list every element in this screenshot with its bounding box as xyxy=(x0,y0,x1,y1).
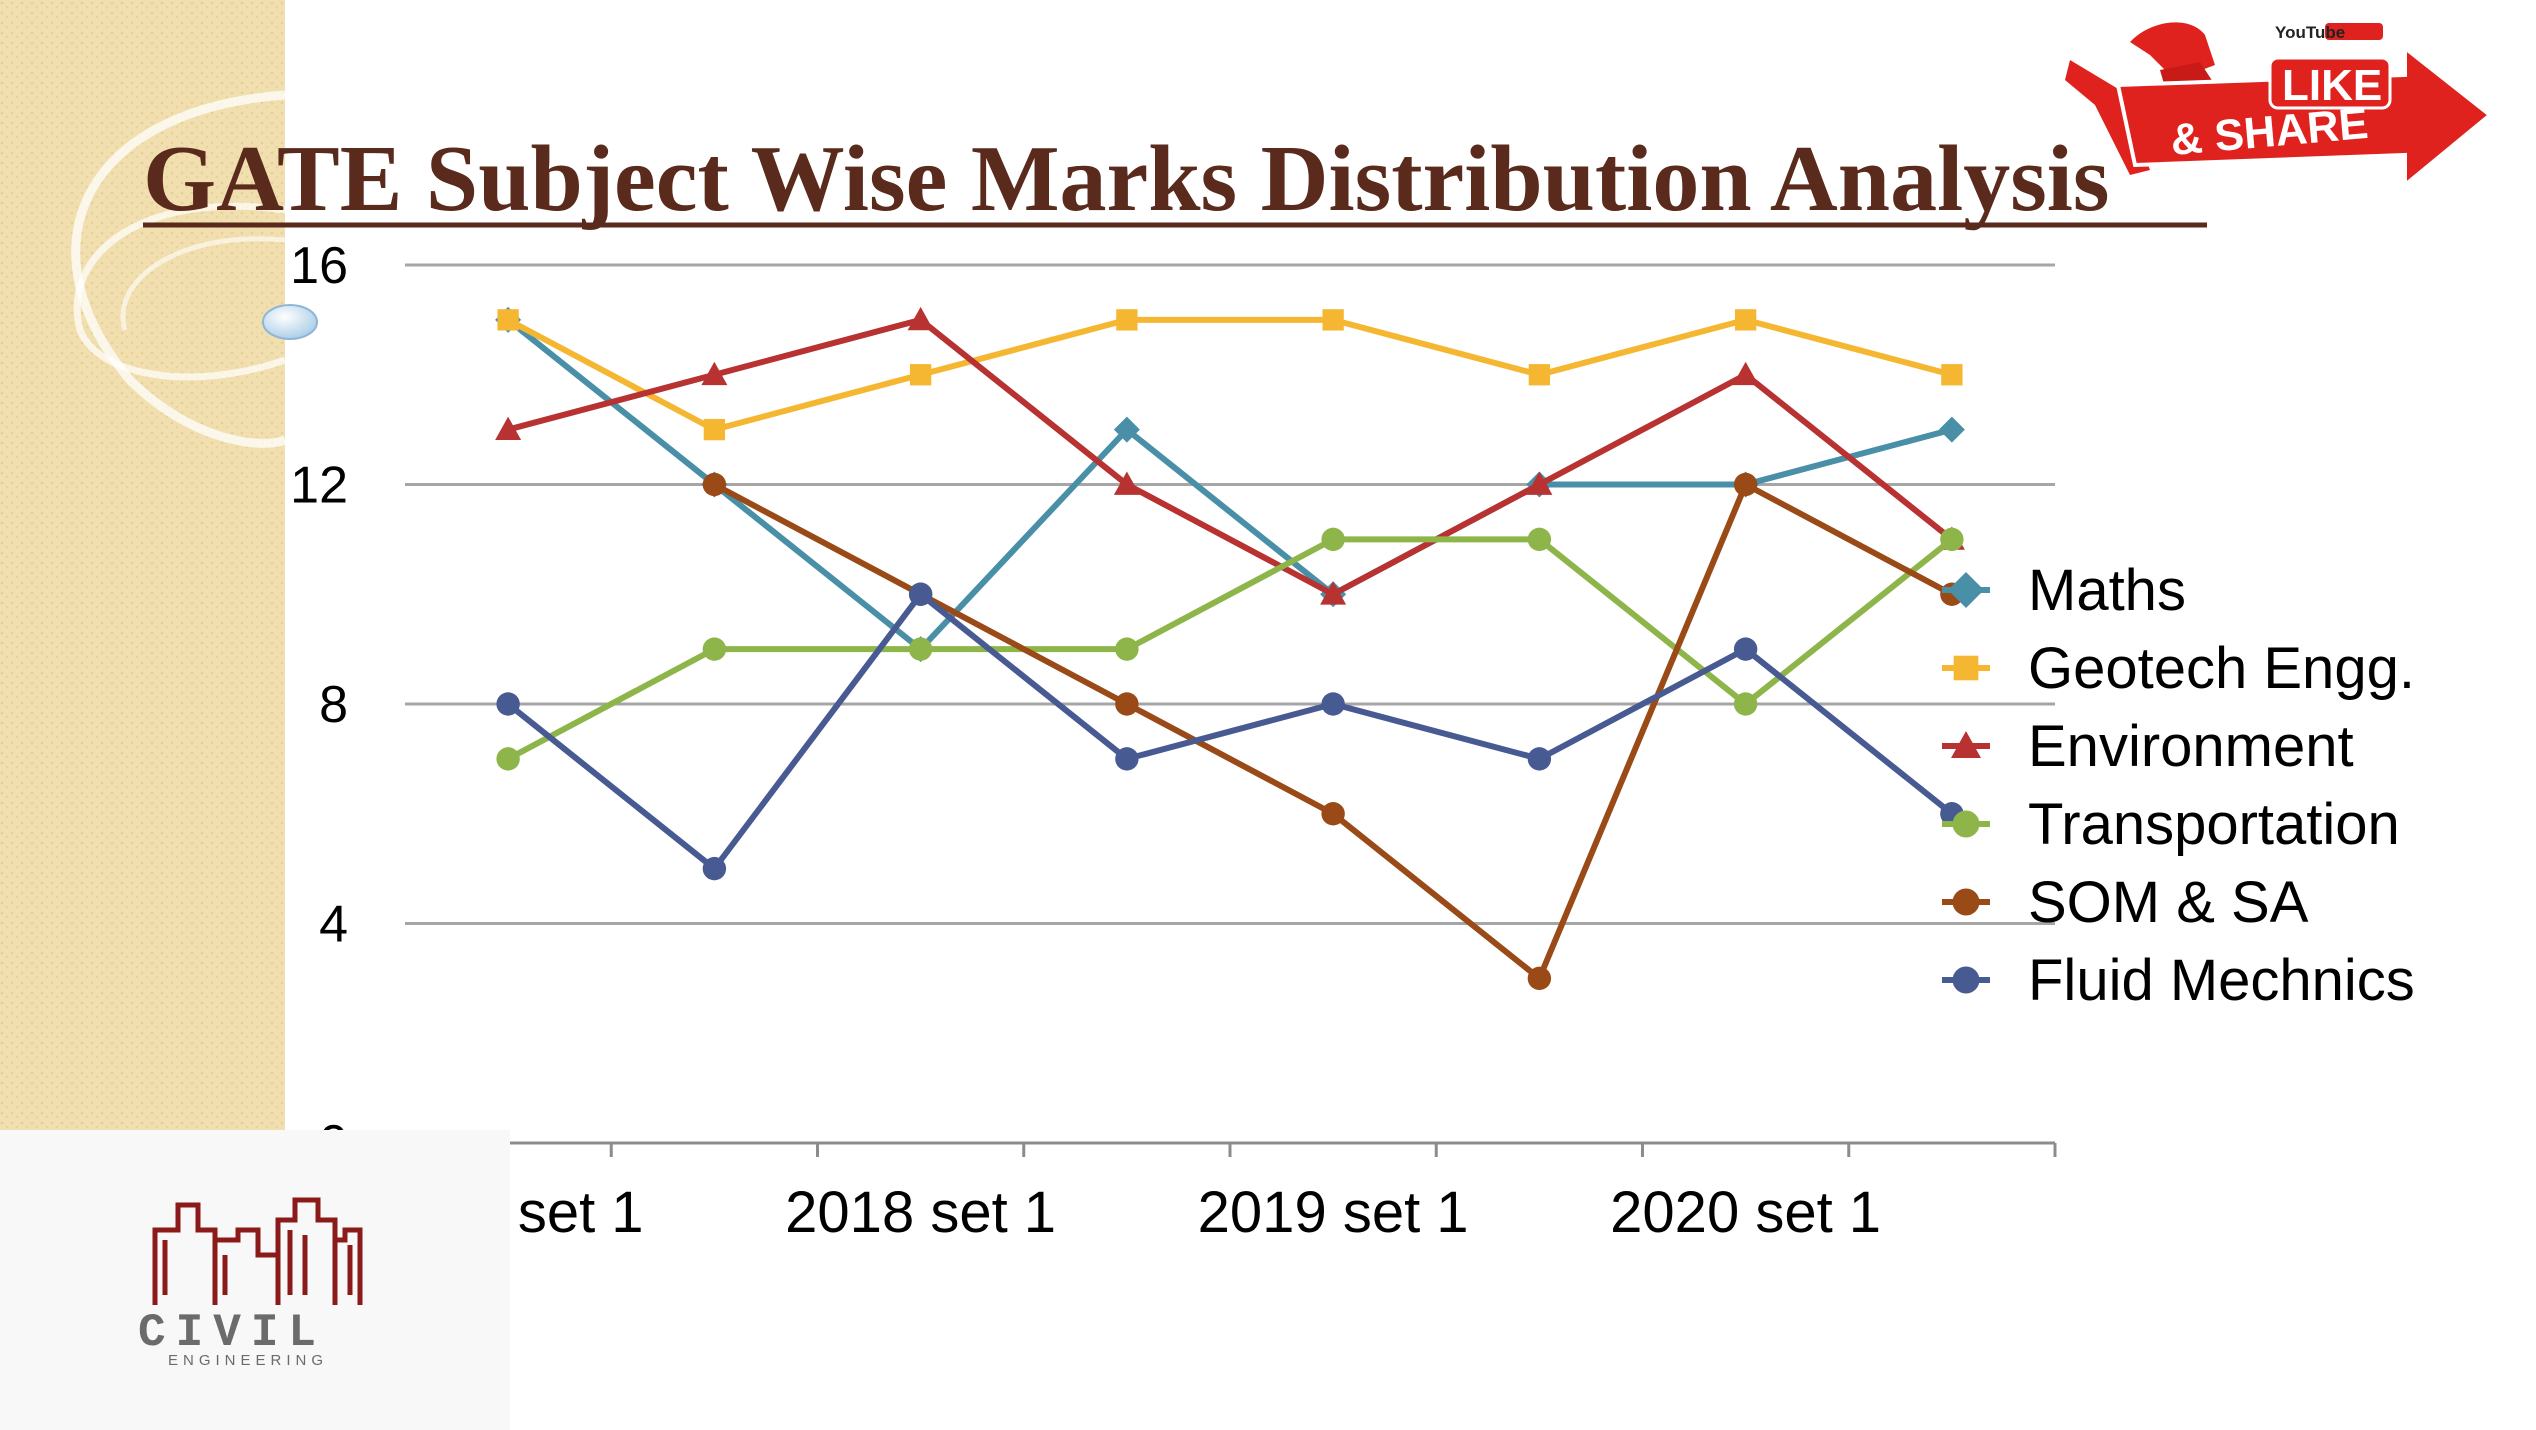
data-point-transportation xyxy=(703,637,726,660)
series-line-som-sa xyxy=(714,485,1952,979)
data-point-fluid-mechnics xyxy=(1321,692,1344,715)
series-line-environment xyxy=(508,320,1952,594)
y-tick-label: 4 xyxy=(319,896,348,954)
legend-item-transportation: Transportation xyxy=(1942,792,2400,857)
page-title: GATE Subject Wise Marks Distribution Ana… xyxy=(143,127,2109,231)
legend-marker-fluid-mechnics xyxy=(1953,967,1980,994)
series-fluid-mechnics xyxy=(496,583,1963,881)
data-point-geotech-engg xyxy=(1941,364,1962,385)
y-tick-label: 8 xyxy=(319,676,348,734)
legend-marker-som-sa xyxy=(1953,889,1980,916)
legend-item-geotech-engg: Geotech Engg. xyxy=(1942,636,2415,701)
data-point-environment xyxy=(1733,362,1759,385)
series-lines xyxy=(495,307,1965,990)
logo-tagline: ENGINEERING xyxy=(168,1352,328,1369)
legend-label: Transportation xyxy=(2028,792,2400,857)
legend-marker-transportation xyxy=(1953,811,1980,838)
legend-label: SOM & SA xyxy=(2028,870,2309,935)
youtube-label: YouTube xyxy=(2275,23,2345,42)
data-point-som-sa xyxy=(1528,967,1551,990)
data-point-fluid-mechnics xyxy=(909,583,932,606)
series-line-fluid-mechnics xyxy=(508,594,1952,868)
data-point-geotech-engg xyxy=(1529,364,1550,385)
civil-engineering-logo: CIVIL ENGINEERING xyxy=(0,1130,510,1430)
data-point-transportation xyxy=(1528,528,1551,551)
data-point-fluid-mechnics xyxy=(703,857,726,880)
data-point-som-sa xyxy=(1115,692,1138,715)
legend-label: Maths xyxy=(2028,558,2186,623)
legend-label: Geotech Engg. xyxy=(2028,636,2415,701)
data-point-som-sa xyxy=(1321,802,1344,825)
data-point-geotech-engg xyxy=(1322,309,1343,330)
data-point-som-sa xyxy=(703,473,726,496)
x-tick-label: 2020 set 1 xyxy=(1610,1180,1881,1245)
data-point-transportation xyxy=(496,747,519,770)
like-share-badge[interactable]: YouTube LIKE & SHARE xyxy=(2065,22,2490,185)
legend-item-som-sa: SOM & SA xyxy=(1942,870,2309,935)
data-point-fluid-mechnics xyxy=(1734,637,1757,660)
data-point-fluid-mechnics xyxy=(1115,747,1138,770)
legend-label: Environment xyxy=(2028,714,2354,779)
data-point-geotech-engg xyxy=(704,419,725,440)
data-point-fluid-mechnics xyxy=(496,692,519,715)
y-axis-tick-labels: 0481216 xyxy=(290,237,348,1173)
data-point-transportation xyxy=(1321,528,1344,551)
data-point-transportation xyxy=(909,637,932,660)
data-point-som-sa xyxy=(1734,473,1757,496)
data-point-fluid-mechnics xyxy=(1528,747,1551,770)
data-point-maths xyxy=(1939,417,1965,443)
legend-item-fluid-mechnics: Fluid Mechnics xyxy=(1942,948,2415,1013)
x-tick-label: 2019 set 1 xyxy=(1198,1180,1469,1245)
legend-marker-geotech-engg xyxy=(1954,656,1979,681)
data-point-geotech-engg xyxy=(1116,309,1137,330)
legend-item-maths: Maths xyxy=(1942,558,2186,623)
data-point-transportation xyxy=(1940,528,1963,551)
series-environment xyxy=(495,307,1965,605)
y-tick-label: 16 xyxy=(290,237,348,295)
data-point-geotech-engg xyxy=(1735,309,1756,330)
data-point-geotech-engg xyxy=(910,364,931,385)
legend-label: Fluid Mechnics xyxy=(2028,948,2415,1013)
legend-item-environment: Environment xyxy=(1942,714,2354,779)
data-point-geotech-engg xyxy=(497,309,518,330)
data-point-transportation xyxy=(1115,637,1138,660)
data-point-environment xyxy=(908,307,934,330)
x-tick-label: 2018 set 1 xyxy=(785,1180,1056,1245)
legend: Maths Geotech Engg. Environment Transportat… xyxy=(1942,558,2415,1013)
data-point-transportation xyxy=(1734,692,1757,715)
y-tick-label: 12 xyxy=(290,457,348,515)
